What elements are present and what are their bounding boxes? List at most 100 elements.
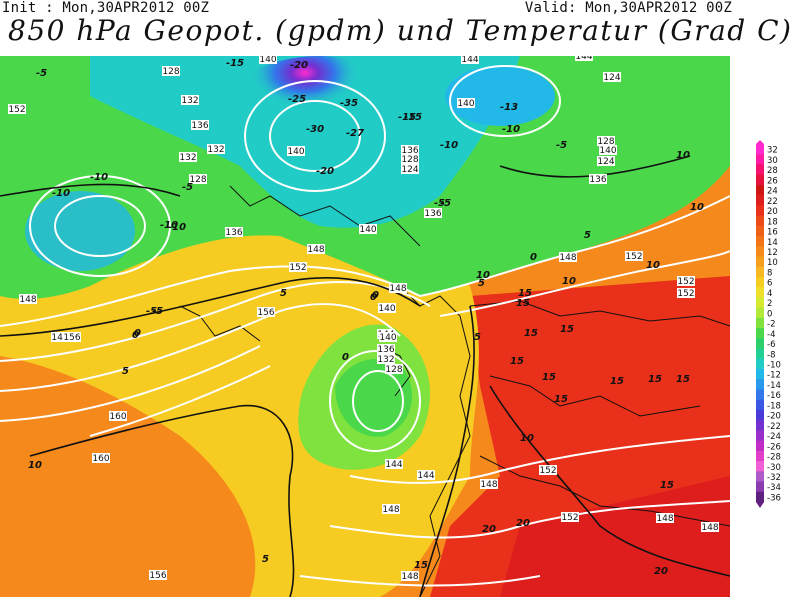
- geo-label: 148: [401, 571, 419, 582]
- legend-swatch: [756, 317, 764, 329]
- map-title: 850 hPa Geopot. (gpdm) und Temperatur (G…: [8, 14, 790, 47]
- geo-label: 124: [597, 156, 615, 167]
- legend-value-label: 8: [767, 268, 772, 278]
- geo-label: 144: [417, 470, 435, 481]
- geo-label: 140: [457, 98, 475, 109]
- temp-label: 15: [524, 328, 538, 339]
- legend-swatch: [756, 491, 764, 503]
- temp-label: -27: [346, 128, 364, 139]
- legend-swatch: [756, 184, 764, 196]
- geo-label: 156: [63, 332, 81, 343]
- svg-text:132: 132: [207, 145, 224, 155]
- svg-text:156: 156: [149, 571, 166, 581]
- svg-text:136: 136: [424, 209, 441, 219]
- geo-label: 136: [401, 145, 419, 156]
- svg-text:128: 128: [189, 175, 206, 185]
- temp-label: 0: [372, 290, 379, 301]
- geo-label: 156: [149, 570, 167, 581]
- svg-text:144: 144: [575, 56, 592, 62]
- legend-swatch: [756, 164, 764, 176]
- legend-value-label: -12: [767, 371, 781, 381]
- temp-label: 10: [28, 460, 42, 471]
- svg-text:152: 152: [677, 277, 694, 287]
- color-scale-legend: 32302826242220181614121086420-2-4-6-8-10…: [756, 140, 781, 508]
- temp-label: 10: [476, 270, 490, 281]
- legend-value-label: -26: [767, 442, 781, 452]
- geo-label: 140: [599, 145, 617, 156]
- svg-text:140: 140: [287, 147, 304, 157]
- svg-text:152: 152: [8, 105, 25, 115]
- temp-label: 15: [516, 298, 530, 309]
- temp-label: -5: [36, 68, 47, 79]
- legend-value-label: 32: [767, 146, 778, 156]
- svg-text:152: 152: [625, 252, 642, 262]
- temp-label: 0: [132, 330, 139, 341]
- cold-spot-northeast: [445, 66, 555, 126]
- legend-value-label: 4: [767, 289, 772, 299]
- temp-label: -10: [168, 222, 186, 233]
- legend-swatch: [756, 205, 764, 217]
- geo-label: 148: [389, 283, 407, 294]
- svg-text:156: 156: [257, 308, 274, 318]
- legend-value-label: -2: [767, 320, 775, 330]
- legend-swatch: [756, 174, 764, 186]
- geo-label: 136: [589, 174, 607, 185]
- svg-text:136: 136: [191, 121, 208, 131]
- legend-value-label: -28: [767, 453, 781, 463]
- legend-value-label: 24: [767, 187, 778, 197]
- geo-label: 140: [378, 303, 396, 314]
- legend-value-label: -24: [767, 432, 781, 442]
- svg-text:136: 136: [225, 228, 242, 238]
- legend-swatches: [756, 140, 764, 508]
- svg-text:140: 140: [378, 304, 395, 314]
- svg-text:128: 128: [385, 365, 402, 375]
- geopotential-labels: 128 140 148 152 132 136 140 144 140 148 …: [8, 56, 719, 582]
- temp-label: -20: [290, 60, 308, 71]
- svg-text:124: 124: [597, 157, 614, 167]
- legend-value-label: -6: [767, 340, 775, 350]
- legend-swatch: [756, 461, 764, 472]
- legend-swatch: [756, 450, 764, 462]
- temp-label: 0: [342, 352, 349, 363]
- coastlines: [179, 185, 730, 597]
- svg-text:128: 128: [162, 67, 179, 77]
- temp-label: 5: [122, 366, 129, 377]
- geo-label: 148: [559, 252, 577, 263]
- temp-label: 5: [262, 554, 269, 565]
- legend-swatch: [756, 481, 764, 493]
- svg-text:148: 148: [307, 245, 324, 255]
- legend-swatch: [756, 348, 764, 360]
- svg-text:132: 132: [179, 153, 196, 163]
- legend-labels: 32302826242220181614121086420-2-4-6-8-10…: [767, 146, 781, 504]
- geo-label: 140: [287, 146, 305, 157]
- svg-text:148: 148: [19, 295, 36, 305]
- svg-text:156: 156: [63, 333, 80, 343]
- temp-label: 0: [530, 252, 537, 263]
- svg-text:140: 140: [259, 56, 276, 65]
- temperature-labels: -5 -10 -10 -5 0 -5 -10 -15 -20 -25 -35 -…: [28, 58, 704, 577]
- legend-value-label: 22: [767, 197, 778, 207]
- temp-label: -15: [226, 58, 244, 69]
- svg-text:128: 128: [597, 137, 614, 147]
- legend-swatch: [756, 440, 764, 452]
- temp-label: -5: [152, 306, 163, 317]
- svg-text:144: 144: [461, 56, 478, 65]
- legend-value-label: 30: [767, 156, 778, 166]
- legend-swatch: [756, 307, 764, 319]
- geo-label: 128: [162, 66, 180, 77]
- svg-text:124: 124: [603, 73, 620, 83]
- legend-top-arrow: [756, 140, 764, 144]
- legend-swatch: [756, 297, 764, 309]
- legend-value-label: -14: [767, 381, 781, 391]
- geo-label: 156: [257, 307, 275, 318]
- legend-swatch: [756, 389, 764, 401]
- temp-label: -15: [404, 112, 422, 123]
- geo-label: 140: [379, 332, 397, 343]
- legend-swatch: [756, 471, 764, 483]
- legend-value-label: -30: [767, 463, 781, 473]
- geo-label: 136: [191, 120, 209, 131]
- temp-label: 20: [654, 566, 668, 577]
- temp-label: -5: [182, 182, 193, 193]
- legend-swatch: [756, 430, 764, 442]
- legend-swatch: [756, 287, 764, 298]
